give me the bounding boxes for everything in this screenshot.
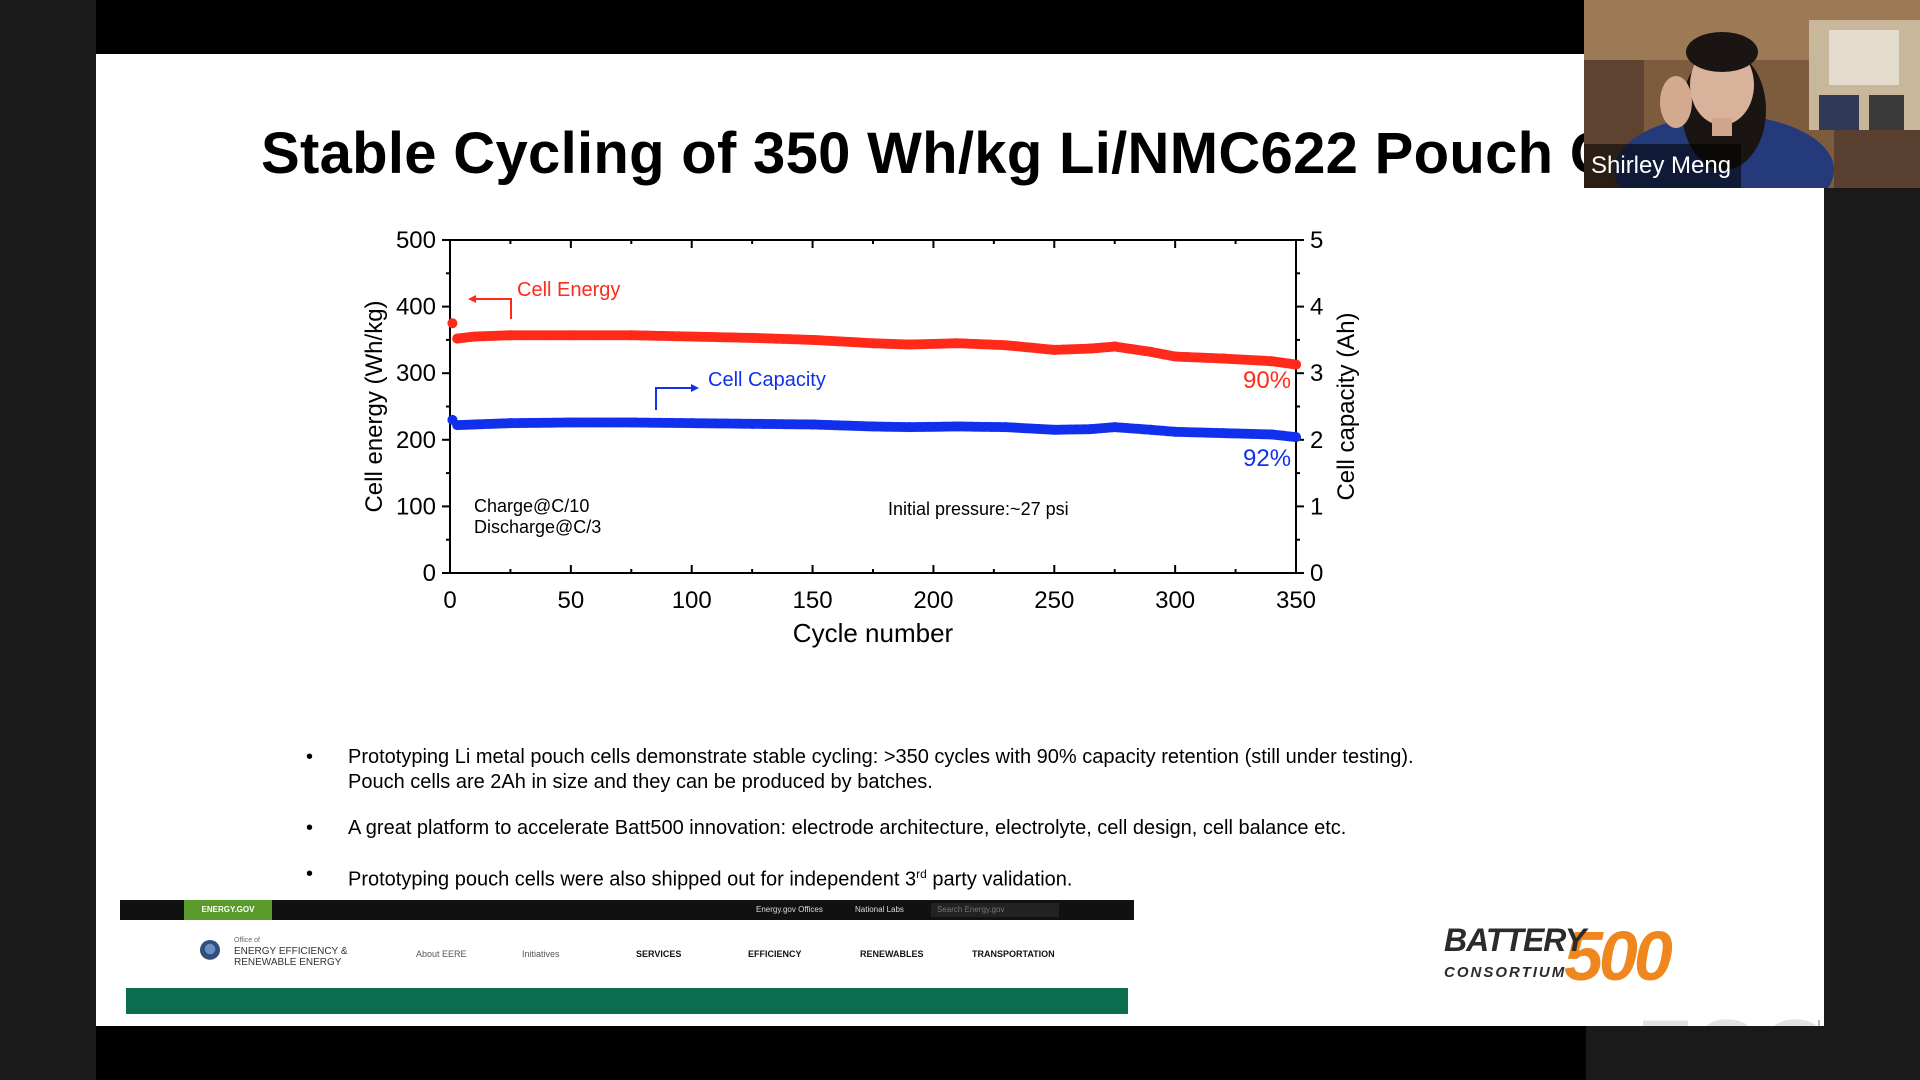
web-nav-initiatives: Initiatives xyxy=(522,949,560,959)
x-tick-label: 50 xyxy=(558,587,585,614)
data-point xyxy=(447,318,458,329)
doe-seal-icon xyxy=(200,940,220,960)
capacity-retention-label: 92% xyxy=(1243,445,1291,472)
bullet-text-line: Prototyping pouch cells were also shippe… xyxy=(348,862,1596,893)
bullet-text-line: A great platform to accelerate Batt500 i… xyxy=(348,817,1347,839)
web-nav-efficiency: EFFICIENCY xyxy=(748,949,802,959)
y-tick-label: 500 xyxy=(396,227,436,254)
charge-rate-label: Charge@C/10 xyxy=(474,496,589,516)
y2-tick-label: 5 xyxy=(1310,227,1323,254)
series-cell-energy xyxy=(447,318,1301,370)
slide-top-letterbox xyxy=(96,0,1586,54)
logo-word: BATTERY xyxy=(1444,922,1586,958)
logo-number: 500 xyxy=(1564,917,1673,995)
page-number-separator xyxy=(1818,1020,1820,1026)
office-small-label: Office of xyxy=(234,937,260,944)
energy-gov-web-banner: ENERGY.GOV Energy.gov Offices National L… xyxy=(120,900,1134,1018)
shared-slide: Stable Cycling of 350 Wh/kg Li/NMC622 Po… xyxy=(96,54,1824,1026)
y2-axis-title: Cell capacity (Ah) xyxy=(1333,312,1360,500)
x-tick-label: 200 xyxy=(913,587,953,614)
y-tick-label: 300 xyxy=(396,360,436,387)
web-nav-services: SERVICES xyxy=(636,949,682,959)
y2-tick-label: 3 xyxy=(1310,360,1323,387)
bullet-text-line: Pouch cells are 2Ah in size and they can… xyxy=(348,771,933,793)
discharge-rate-label: Discharge@C/3 xyxy=(474,517,601,537)
y2-tick-label: 1 xyxy=(1310,493,1323,520)
chart-axes: 0 50 100 150 200 250 300 3500100200300400500012… xyxy=(361,227,1360,648)
x-tick-label: 350 xyxy=(1276,587,1316,614)
bullet-text-line: Prototyping Li metal pouch cells demonst… xyxy=(348,746,1414,768)
web-link-labs: National Labs xyxy=(855,905,904,914)
slide-title: Stable Cycling of 350 Wh/kg Li/NMC622 Po… xyxy=(261,121,1612,186)
y2-tick-label: 0 xyxy=(1310,560,1323,587)
web-link-offices: Energy.gov Offices xyxy=(756,905,823,914)
bullet-dot: • xyxy=(306,817,314,839)
chart-annotations: Cell Energy Cell Capacity 90% 92% Charge… xyxy=(468,279,1291,537)
bullet-dot: • xyxy=(306,746,314,768)
legend-cell-capacity: Cell Capacity xyxy=(708,369,826,391)
slide-bottom-letterbox xyxy=(96,1026,1586,1080)
web-green-band xyxy=(126,988,1128,1014)
energy-arrow-line xyxy=(474,298,512,319)
office-line-1: ENERGY EFFICIENCY & xyxy=(234,946,348,957)
pressure-label: Initial pressure:~27 psi xyxy=(888,499,1069,519)
y-axis-title: Cell energy (Wh/kg) xyxy=(361,300,388,512)
bullet-item: • Prototyping Li metal pouch cells demon… xyxy=(306,745,1596,795)
bullet-dot: • xyxy=(306,863,314,885)
legend-cell-energy: Cell Energy xyxy=(517,279,620,301)
office-line-2: RENEWABLE ENERGY xyxy=(234,957,342,968)
cycle-marker xyxy=(1291,432,1301,443)
web-nav-renewables: RENEWABLES xyxy=(860,949,924,959)
x-tick-label: 150 xyxy=(793,587,833,614)
x-tick-label: 300 xyxy=(1155,587,1195,614)
energy-arrow-head xyxy=(468,295,476,303)
battery500-logo: 500 BATTERY CONSORTIUM xyxy=(1444,917,1714,1002)
y-tick-label: 200 xyxy=(396,427,436,454)
zoom-watermark: zoom xyxy=(1636,984,1824,1026)
capacity-arrow-line xyxy=(655,387,692,410)
y2-tick-label: 4 xyxy=(1310,294,1323,321)
y-tick-label: 400 xyxy=(396,294,436,321)
cycle-marker xyxy=(1291,359,1301,370)
bullet-text: party validation. xyxy=(926,868,1073,891)
energy-retention-label: 90% xyxy=(1243,367,1291,394)
y2-tick-label: 2 xyxy=(1310,427,1323,454)
x-axis-title: Cycle number xyxy=(793,618,954,648)
web-nav-transportation: TRANSPORTATION xyxy=(972,949,1055,959)
bullet-text: Prototyping pouch cells were also shippe… xyxy=(348,868,917,891)
bullet-list: • Prototyping Li metal pouch cells demon… xyxy=(306,745,1596,914)
logo-subtitle: CONSORTIUM xyxy=(1444,964,1567,981)
x-tick-label: 0 xyxy=(443,587,456,614)
bullet-item: • Prototyping pouch cells were also ship… xyxy=(306,862,1596,893)
bullet-item: • A great platform to accelerate Batt500… xyxy=(306,816,1596,841)
y-tick-label: 0 xyxy=(423,560,436,587)
series-cell-capacity xyxy=(447,414,1301,443)
y-tick-label: 100 xyxy=(396,493,436,520)
eere-office-title: Office of ENERGY EFFICIENCY & RENEWABLE … xyxy=(234,935,348,968)
energy-gov-brand: ENERGY.GOV xyxy=(184,900,272,920)
participant-name-label: Shirley Meng xyxy=(1584,144,1742,188)
participant-video[interactable]: Shirley Meng xyxy=(1584,0,1920,188)
capacity-arrow-head xyxy=(691,384,699,392)
x-tick-label: 100 xyxy=(672,587,712,614)
web-nav-about: About EERE xyxy=(416,949,467,959)
bullet-superscript: rd xyxy=(916,867,927,881)
web-top-bar: ENERGY.GOV Energy.gov Offices National L… xyxy=(120,900,1134,920)
chart-series xyxy=(447,318,1301,443)
x-tick-label: 250 xyxy=(1034,587,1074,614)
cycling-chart: 0 50 100 150 200 250 300 3500100200300400500012… xyxy=(361,227,1360,648)
web-search-box: Search Energy.gov xyxy=(931,903,1059,917)
